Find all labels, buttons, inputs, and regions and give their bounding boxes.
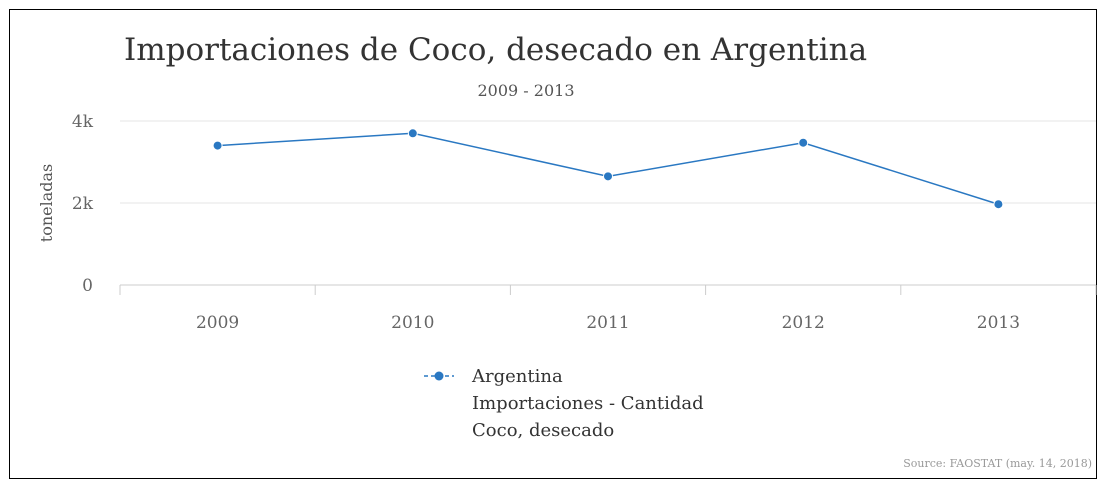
y-axis-label: toneladas	[37, 164, 56, 242]
chart-subtitle: 2009 - 2013	[477, 81, 574, 100]
legend-symbol-marker	[434, 371, 444, 381]
data-point	[798, 137, 809, 148]
chart-title: Importaciones de Coco, desecado en Argen…	[124, 32, 867, 68]
series-line	[217, 132, 999, 205]
y-tick-label: 2k	[72, 194, 94, 214]
y-tick-label: 0	[82, 276, 93, 296]
data-point	[212, 140, 223, 151]
x-tick-label: 2010	[391, 313, 434, 333]
x-tick-label: 2011	[586, 313, 629, 333]
legend-label-line: Coco, desecado	[472, 420, 614, 441]
x-tick-label: 2012	[782, 313, 825, 333]
legend-label-line: Argentina	[471, 366, 563, 387]
source-credit: Source: FAOSTAT (may. 14, 2018)	[903, 457, 1092, 470]
data-point	[407, 128, 418, 139]
x-tick-label: 2009	[196, 313, 239, 333]
data-point	[993, 199, 1004, 210]
legend-label-line: Importaciones - Cantidad	[472, 393, 704, 414]
chart-frame	[9, 9, 1097, 479]
data-point	[603, 171, 613, 182]
y-tick-label: 4k	[72, 112, 94, 132]
x-tick-label: 2013	[977, 313, 1020, 333]
